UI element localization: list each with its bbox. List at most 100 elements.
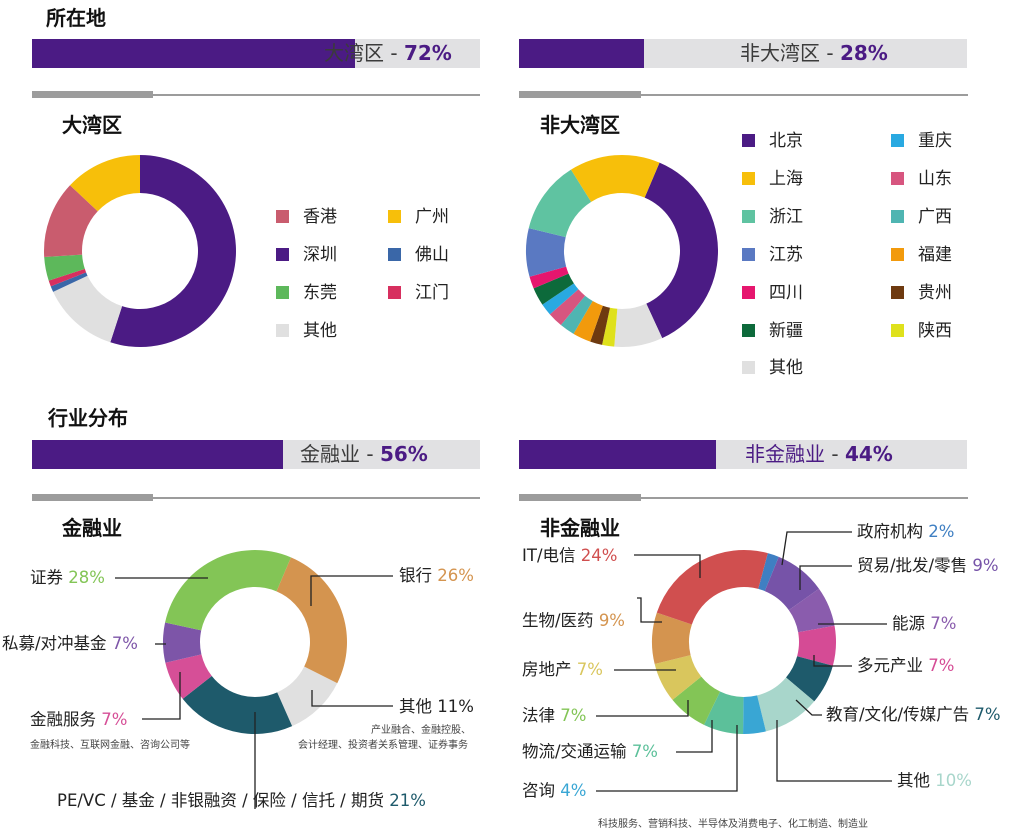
data-label: 银行 26%: [399, 566, 474, 586]
donut-slice: [743, 695, 766, 734]
legend-swatch: [276, 248, 289, 261]
data-label-value: 21%: [389, 791, 426, 810]
data-label-name: 其他: [399, 697, 432, 716]
legend-item: 广西: [891, 207, 952, 227]
data-label-value: 7%: [930, 614, 957, 633]
donut-slice: [53, 275, 123, 343]
data-label: 教育/文化/传媒广告 7%: [826, 705, 1001, 725]
donut-slice: [652, 612, 692, 664]
data-label-name: PE/VC / 基金 / 非银融资 / 保险 / 信托 / 期货: [57, 791, 384, 810]
data-label-value: 2%: [928, 522, 955, 541]
legend-label: 香港: [303, 207, 337, 227]
legend-label: 浙江: [769, 207, 803, 227]
donut-slice: [276, 557, 347, 684]
bay-share-label: 大湾区 - 72%: [324, 39, 452, 68]
leader-line: [813, 655, 852, 667]
data-label-name: 生物/医药: [522, 611, 594, 630]
donut-slice: [757, 677, 815, 732]
donut-slice: [528, 169, 592, 238]
data-label-name: 私募/对冲基金: [2, 634, 107, 653]
legend-item: 其他: [742, 358, 803, 378]
leader-line: [799, 565, 852, 590]
donut-slice: [165, 550, 291, 631]
data-label-name: 物流/交通运输: [522, 742, 627, 761]
data-label: 金融服务 7%: [30, 710, 127, 730]
location-heading: 所在地: [46, 6, 106, 30]
data-label: 多元产业 7%: [857, 656, 954, 676]
donut-slice: [165, 654, 212, 699]
leader-line: [781, 531, 852, 566]
legend-swatch: [742, 324, 755, 337]
legend-label: 其他: [303, 321, 337, 341]
footnote: 科技服务、营销科技、半导体及消费电子、化工制造、制造业: [598, 819, 868, 830]
legend-item: 广州: [388, 207, 449, 227]
donut-slice: [560, 295, 593, 334]
legend-item: 东莞: [276, 283, 337, 303]
leader-line: [311, 690, 393, 707]
legend-item: 浙江: [742, 207, 803, 227]
divider: [32, 94, 480, 96]
fin-share-text: 金融业 -: [300, 442, 380, 466]
donut-slice: [786, 656, 833, 702]
nonbay-share-label: 非大湾区 - 28%: [740, 39, 888, 68]
donut-slice: [573, 301, 603, 342]
donut-slice: [644, 162, 718, 339]
legend-item: 山东: [891, 169, 952, 189]
legend-label: 佛山: [415, 245, 449, 265]
footnote: 会计经理、投资者关系管理、证券事务: [298, 740, 468, 751]
data-label: 物流/交通运输 7%: [522, 742, 658, 762]
data-label-value: 24%: [580, 546, 618, 565]
data-label-name: 多元产业: [857, 656, 923, 675]
bay-share-text: 大湾区 -: [324, 41, 404, 65]
legend-item: 贵州: [891, 283, 952, 303]
legend-swatch: [742, 172, 755, 185]
legend-label: 广西: [918, 207, 952, 227]
legend-swatch: [891, 248, 904, 261]
legend-item: 佛山: [388, 245, 449, 265]
leader-line: [634, 554, 701, 578]
legend-swatch: [388, 248, 401, 261]
data-label-name: 咨询: [522, 781, 555, 800]
data-label: 证券 28%: [30, 568, 105, 588]
legend-label: 深圳: [303, 245, 337, 265]
legend-label: 江苏: [769, 245, 803, 265]
donut-slice: [533, 273, 574, 305]
legend-label: 四川: [769, 283, 803, 303]
donut-slice: [788, 588, 835, 633]
nonfin-chart-title: 非金融业: [540, 516, 620, 540]
donut-slice: [529, 266, 569, 289]
data-label-value: 4%: [560, 781, 587, 800]
legend-item: 深圳: [276, 245, 337, 265]
nonbay-share-pct: 28%: [839, 41, 888, 65]
data-label-value: 28%: [68, 568, 105, 587]
legend-label: 山东: [918, 169, 952, 189]
bay-chart-title: 大湾区: [62, 113, 122, 137]
nonfin-share-fill: [519, 440, 717, 469]
footnote: 产业融合、金融控股、: [371, 725, 471, 736]
legend-label: 江门: [415, 283, 449, 303]
industry-heading: 行业分布: [48, 406, 128, 430]
donut-slice: [590, 305, 610, 345]
leader-line: [676, 720, 713, 753]
fin-chart-title: 金融业: [62, 516, 122, 540]
data-label: 政府机构 2%: [857, 522, 954, 542]
legend-item: 福建: [891, 245, 952, 265]
donut-slice: [703, 691, 744, 734]
donut-slice: [110, 155, 236, 347]
legend-item: 北京: [742, 131, 803, 151]
leader-line: [142, 672, 181, 720]
data-label: 生物/医药 9%: [522, 611, 625, 631]
legend-label: 东莞: [303, 283, 337, 303]
donut-slice: [277, 666, 338, 727]
data-label: 其他 11%: [399, 697, 474, 717]
donut-slice: [764, 556, 819, 611]
legend-label: 重庆: [918, 131, 952, 151]
nonbay-share-text: 非大湾区 -: [740, 41, 840, 65]
divider: [32, 497, 480, 499]
legend-item: 江苏: [742, 245, 803, 265]
legend-item: 上海: [742, 169, 803, 189]
data-label-value: 9%: [972, 556, 999, 575]
legend-swatch: [891, 172, 904, 185]
